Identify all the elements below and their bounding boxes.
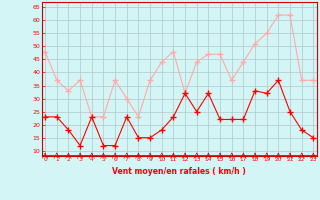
X-axis label: Vent moyen/en rafales ( km/h ): Vent moyen/en rafales ( km/h ) bbox=[112, 167, 246, 176]
